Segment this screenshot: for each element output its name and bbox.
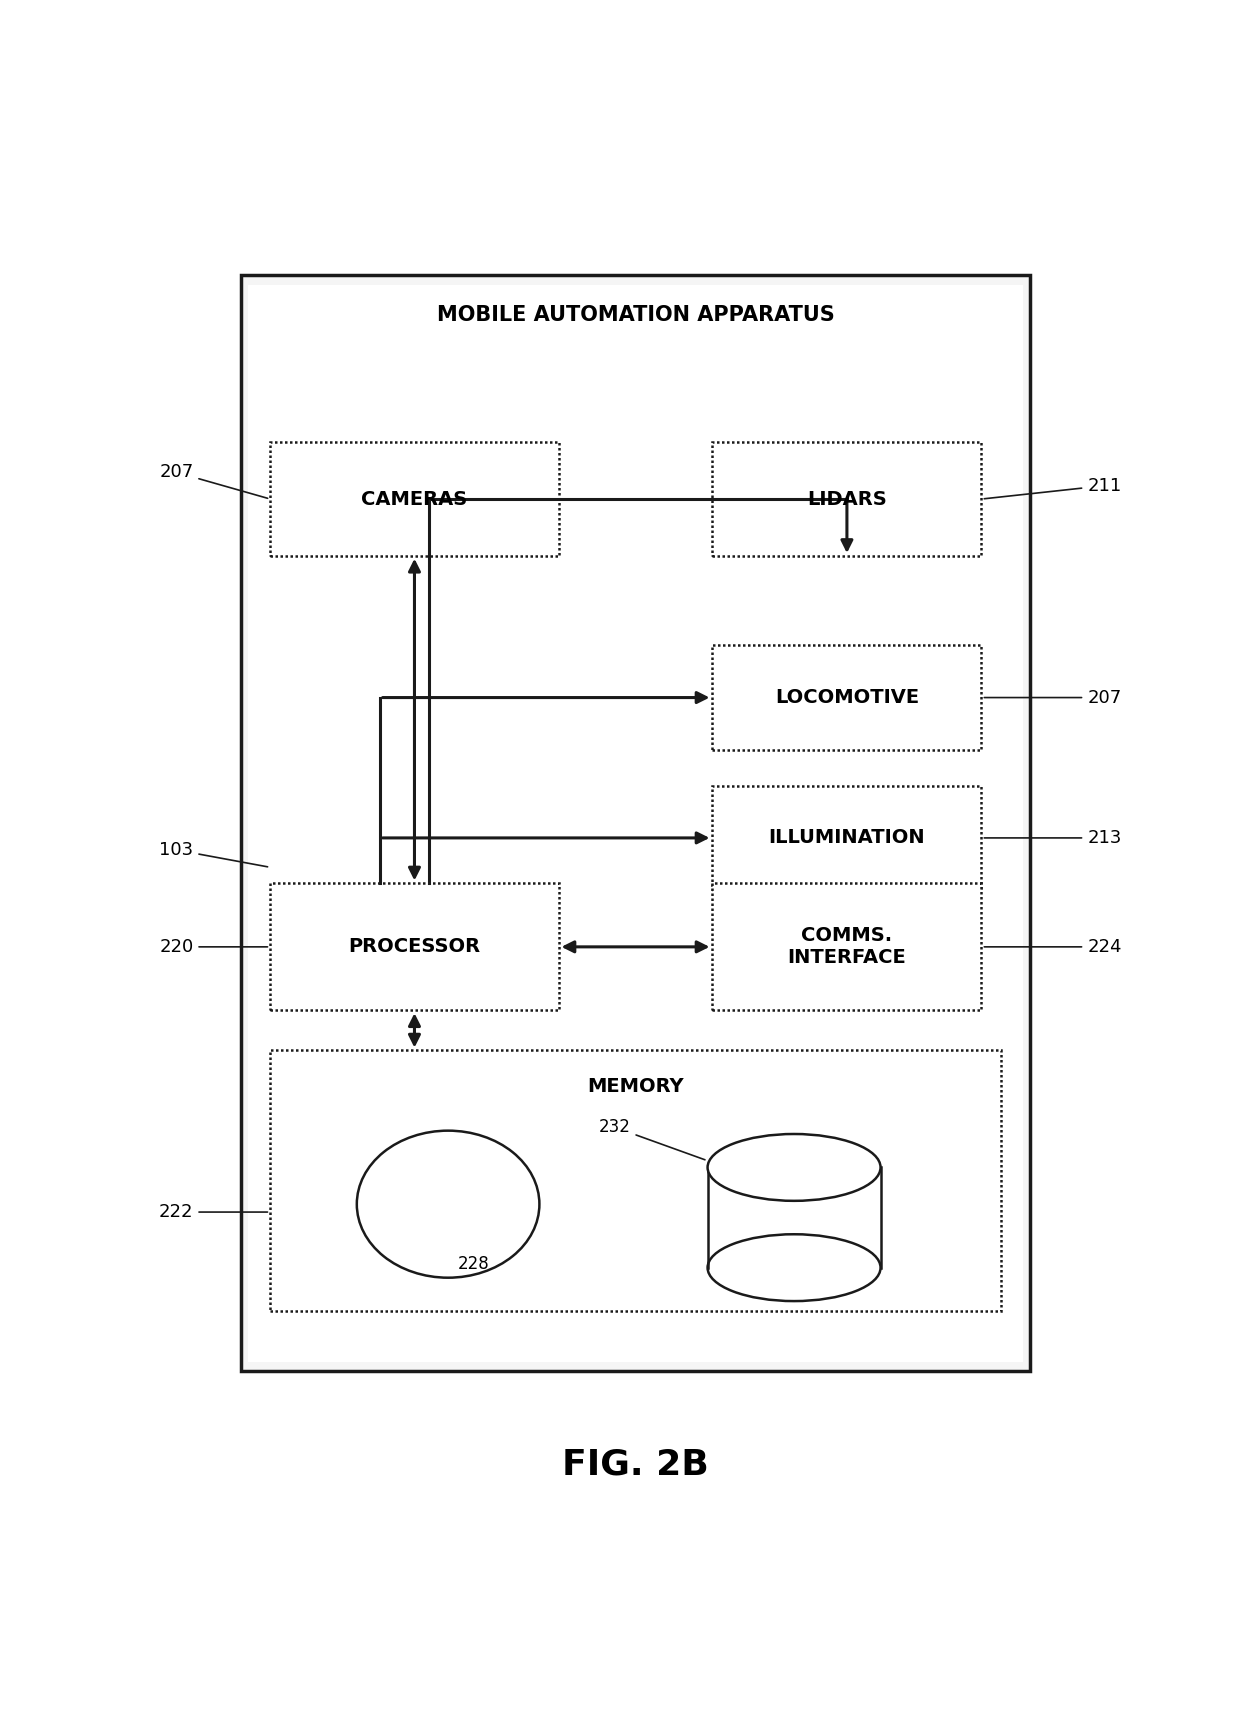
FancyBboxPatch shape: [242, 274, 1029, 1371]
Text: MOBILE AUTOMATION APPARATUS: MOBILE AUTOMATION APPARATUS: [436, 304, 835, 325]
FancyBboxPatch shape: [712, 884, 982, 1010]
Text: 213: 213: [985, 828, 1121, 847]
FancyBboxPatch shape: [712, 786, 982, 891]
FancyBboxPatch shape: [270, 443, 558, 556]
FancyBboxPatch shape: [270, 1050, 1001, 1311]
Ellipse shape: [708, 1234, 880, 1300]
Text: 228: 228: [458, 1255, 490, 1272]
Ellipse shape: [357, 1130, 539, 1278]
Text: 103: 103: [159, 840, 268, 866]
Text: COMMS.
INTERFACE: COMMS. INTERFACE: [787, 927, 906, 967]
FancyBboxPatch shape: [712, 646, 982, 750]
Text: 207: 207: [985, 689, 1121, 707]
Text: PROCESSOR: PROCESSOR: [348, 937, 481, 957]
Text: 224: 224: [985, 937, 1122, 957]
Text: LOCOMOTIVE: LOCOMOTIVE: [775, 687, 919, 707]
Text: 211: 211: [985, 477, 1121, 498]
Text: FIG. 2B: FIG. 2B: [562, 1448, 709, 1483]
Polygon shape: [708, 1167, 880, 1267]
Text: 232: 232: [599, 1118, 706, 1160]
FancyBboxPatch shape: [270, 884, 558, 1010]
FancyBboxPatch shape: [712, 443, 982, 556]
FancyBboxPatch shape: [248, 285, 1023, 1363]
Ellipse shape: [708, 1134, 880, 1201]
Text: MEMORY: MEMORY: [588, 1076, 683, 1095]
Text: 222: 222: [159, 1203, 268, 1220]
Text: 207: 207: [159, 464, 268, 498]
Text: CAMERAS: CAMERAS: [361, 490, 467, 509]
Text: ILLUMINATION: ILLUMINATION: [769, 828, 925, 847]
Text: 220: 220: [159, 937, 268, 957]
Text: LIDARS: LIDARS: [807, 490, 887, 509]
